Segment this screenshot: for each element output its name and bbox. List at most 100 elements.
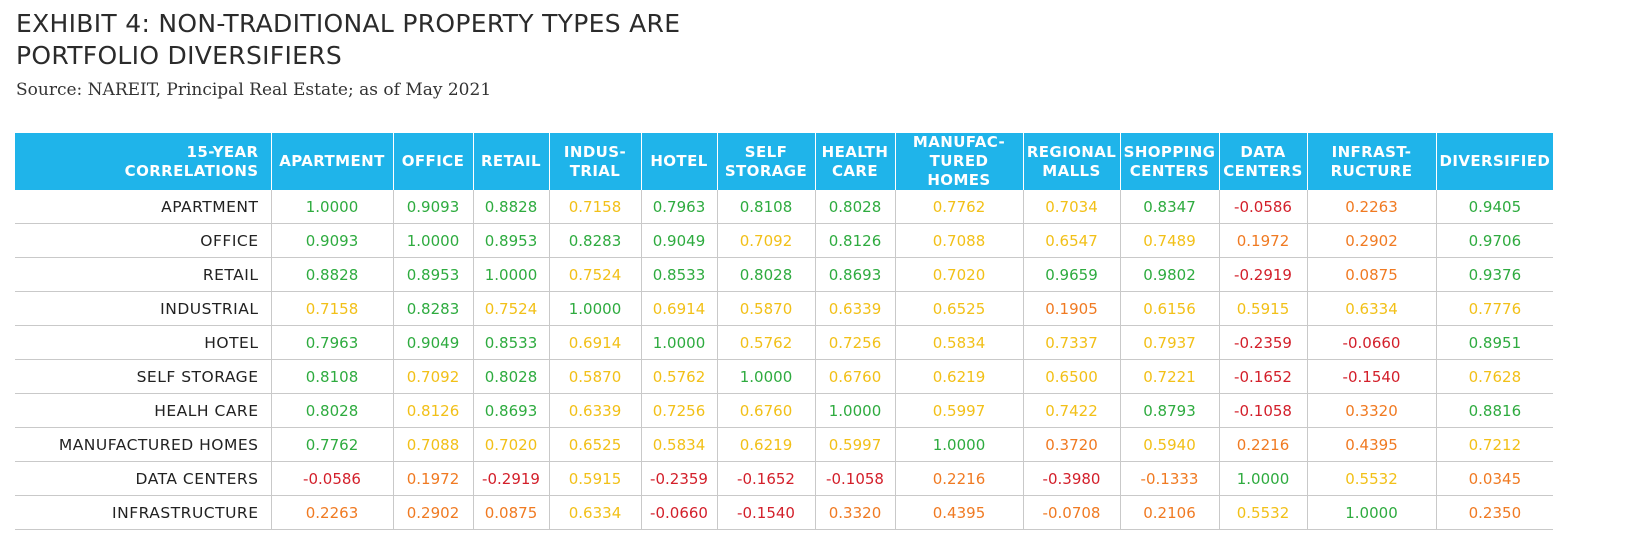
correlation-cell: 0.7762	[271, 427, 394, 462]
correlation-cell: 0.2263	[1307, 190, 1437, 224]
correlation-cell: -0.0586	[1219, 190, 1308, 224]
correlation-cell: 0.0875	[473, 495, 550, 530]
correlation-cell: 0.2902	[1307, 223, 1437, 258]
column-header: REGIONAL MALLS	[1023, 133, 1121, 190]
correlation-cell: 0.5834	[895, 325, 1024, 360]
correlation-cell: 1.0000	[549, 291, 642, 326]
correlation-cell: 1.0000	[1219, 461, 1308, 496]
correlation-cell: 0.4395	[1307, 427, 1437, 462]
correlation-cell: 1.0000	[895, 427, 1024, 462]
correlation-cell: 0.6219	[895, 359, 1024, 394]
row-label: RETAIL	[15, 257, 272, 292]
correlation-cell: 0.8533	[641, 257, 718, 292]
correlation-cell: 0.8108	[271, 359, 394, 394]
correlation-cell: 0.9049	[641, 223, 718, 258]
correlation-cell: 0.8828	[473, 190, 550, 224]
correlation-cell: 0.7524	[549, 257, 642, 292]
table-row: HEALH CARE 0.8028 0.8126 0.8693 0.6339 0.7256…	[15, 393, 1554, 428]
correlation-cell: 0.8951	[1436, 325, 1554, 360]
correlation-cell: 0.8693	[815, 257, 896, 292]
correlation-cell: 0.9659	[1023, 257, 1121, 292]
correlation-cell: 0.4395	[895, 495, 1024, 530]
correlation-cell: 0.8953	[473, 223, 550, 258]
correlation-cell: -0.1652	[1219, 359, 1308, 394]
correlation-cell: 0.6760	[815, 359, 896, 394]
correlation-cell: -0.0660	[641, 495, 718, 530]
correlation-cell: 0.7776	[1436, 291, 1554, 326]
correlation-cell: 1.0000	[271, 190, 394, 224]
correlation-cell: 0.7221	[1120, 359, 1220, 394]
column-header: RETAIL	[473, 133, 550, 190]
table-row: INFRASTRUCTURE 0.2263 0.2902 0.0875 0.6334 -0…	[15, 495, 1554, 530]
correlation-cell: -0.2919	[1219, 257, 1308, 292]
correlation-cell: 0.7020	[895, 257, 1024, 292]
correlation-cell: 0.7937	[1120, 325, 1220, 360]
correlation-cell: 0.6339	[815, 291, 896, 326]
correlation-cell: 0.2216	[1219, 427, 1308, 462]
correlation-cell: 0.5997	[815, 427, 896, 462]
correlation-cell: 1.0000	[641, 325, 718, 360]
correlation-cell: 0.1972	[393, 461, 474, 496]
correlation-cell: 0.7020	[473, 427, 550, 462]
correlation-cell: 0.6914	[549, 325, 642, 360]
correlation-cell: 0.2216	[895, 461, 1024, 496]
correlation-cell: 0.7158	[271, 291, 394, 326]
correlation-cell: 0.5532	[1307, 461, 1437, 496]
row-label: MANUFACTURED HOMES	[15, 427, 272, 462]
header-row: 15-YEAR CORRELATIONS APARTMENT OFFICE RETA…	[15, 133, 1554, 190]
correlation-cell: 0.8028	[717, 257, 816, 292]
column-header: HOTEL	[641, 133, 718, 190]
title-line-2: PORTFOLIO DIVERSIFIERS	[16, 41, 343, 70]
correlation-cell: 0.9706	[1436, 223, 1554, 258]
correlation-cell: 0.5997	[895, 393, 1024, 428]
correlation-cell: -0.1058	[815, 461, 896, 496]
correlation-cell: 0.9405	[1436, 190, 1554, 224]
column-header: OFFICE	[393, 133, 474, 190]
corner-header: 15-YEAR CORRELATIONS	[15, 133, 272, 190]
row-label: INDUSTRIAL	[15, 291, 272, 326]
row-label: INFRASTRUCTURE	[15, 495, 272, 530]
correlation-cell: 0.9093	[271, 223, 394, 258]
correlation-cell: 0.6500	[1023, 359, 1121, 394]
correlation-cell: 0.7088	[895, 223, 1024, 258]
correlation-cell: 0.8028	[473, 359, 550, 394]
correlation-cell: 0.5532	[1219, 495, 1308, 530]
correlation-cell: 0.5915	[549, 461, 642, 496]
correlation-cell: 1.0000	[1307, 495, 1437, 530]
correlation-cell: 0.7422	[1023, 393, 1121, 428]
column-header: MANUFAC- TURED HOMES	[895, 133, 1024, 190]
correlation-cell: 0.6914	[641, 291, 718, 326]
correlation-cell: 0.2106	[1120, 495, 1220, 530]
correlation-cell: -0.2919	[473, 461, 550, 496]
correlation-table: 15-YEAR CORRELATIONS APARTMENT OFFICE RETA…	[15, 133, 1554, 530]
correlation-cell: -0.2359	[641, 461, 718, 496]
correlation-cell: 0.5915	[1219, 291, 1308, 326]
correlation-cell: 0.7963	[271, 325, 394, 360]
correlation-cell: 0.1905	[1023, 291, 1121, 326]
correlation-cell: 0.9376	[1436, 257, 1554, 292]
source-note: Source: NAREIT, Principal Real Estate; a…	[16, 80, 492, 100]
correlation-cell: -0.0708	[1023, 495, 1121, 530]
correlation-cell: 0.6760	[717, 393, 816, 428]
correlation-cell: 0.3320	[1307, 393, 1437, 428]
table-row: OFFICE 0.9093 1.0000 0.8953 0.8283 0.9049 0.70…	[15, 223, 1554, 258]
table-row: HOTEL 0.7963 0.9049 0.8533 0.6914 1.0000 0.576…	[15, 325, 1554, 360]
correlation-cell: 0.6525	[549, 427, 642, 462]
table-body: APARTMENT 1.0000 0.9093 0.8828 0.7158 0.7963 0…	[15, 190, 1554, 530]
correlation-cell: -0.3980	[1023, 461, 1121, 496]
column-header: INDUS- TRIAL	[549, 133, 642, 190]
correlation-cell: 0.1972	[1219, 223, 1308, 258]
correlation-cell: 0.5834	[641, 427, 718, 462]
correlation-cell: 0.7256	[815, 325, 896, 360]
correlation-cell: 0.8028	[815, 190, 896, 224]
correlation-cell: 0.7092	[393, 359, 474, 394]
correlation-cell: 0.7092	[717, 223, 816, 258]
column-header: SHOPPING CENTERS	[1120, 133, 1220, 190]
column-header: SELF STORAGE	[717, 133, 816, 190]
correlation-cell: 0.5940	[1120, 427, 1220, 462]
correlation-cell: 0.2350	[1436, 495, 1554, 530]
row-label: HOTEL	[15, 325, 272, 360]
correlation-cell: 0.7762	[895, 190, 1024, 224]
correlation-cell: 1.0000	[393, 223, 474, 258]
correlation-cell: 0.8283	[549, 223, 642, 258]
